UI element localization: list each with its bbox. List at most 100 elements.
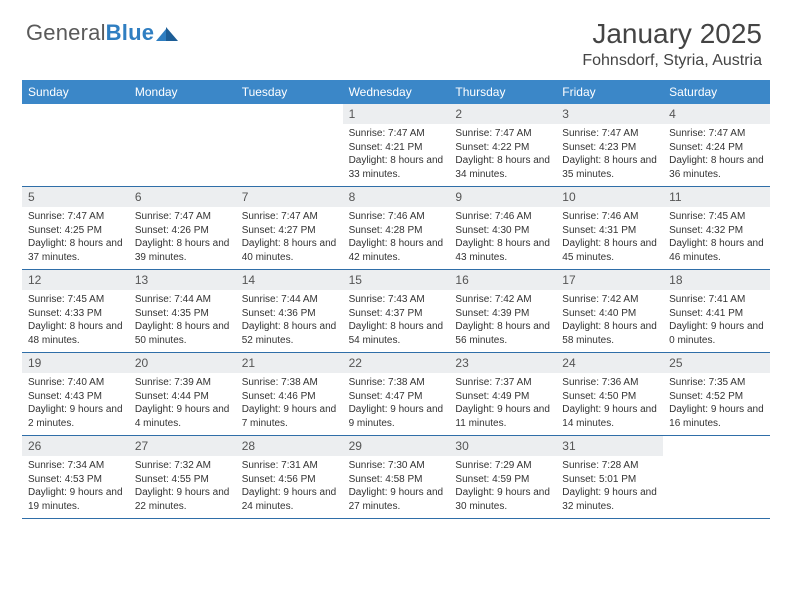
sunrise-text: Sunrise: 7:41 AM: [669, 293, 764, 307]
day-number: 24: [556, 353, 663, 373]
calendar-day: 28Sunrise: 7:31 AMSunset: 4:56 PMDayligh…: [236, 436, 343, 518]
daylight-text: Daylight: 8 hours and 54 minutes.: [349, 320, 444, 347]
sunset-text: Sunset: 4:28 PM: [349, 224, 444, 238]
day-number: 19: [22, 353, 129, 373]
calendar-day: 24Sunrise: 7:36 AMSunset: 4:50 PMDayligh…: [556, 353, 663, 435]
day-number: 2: [449, 104, 556, 124]
day-data: Sunrise: 7:46 AMSunset: 4:30 PMDaylight:…: [449, 207, 556, 268]
daylight-text: Daylight: 9 hours and 24 minutes.: [242, 486, 337, 513]
sunrise-text: Sunrise: 7:42 AM: [562, 293, 657, 307]
location-text: Fohnsdorf, Styria, Austria: [22, 52, 762, 70]
calendar-day: 7Sunrise: 7:47 AMSunset: 4:27 PMDaylight…: [236, 187, 343, 269]
sunset-text: Sunset: 4:26 PM: [135, 224, 230, 238]
daylight-text: Daylight: 8 hours and 43 minutes.: [455, 237, 550, 264]
sunrise-text: Sunrise: 7:45 AM: [28, 293, 123, 307]
sunrise-text: Sunrise: 7:47 AM: [242, 210, 337, 224]
sunrise-text: Sunrise: 7:46 AM: [455, 210, 550, 224]
day-number: 25: [663, 353, 770, 373]
daylight-text: Daylight: 8 hours and 58 minutes.: [562, 320, 657, 347]
weekday-header-row: SundayMondayTuesdayWednesdayThursdayFrid…: [22, 80, 770, 104]
day-data: Sunrise: 7:36 AMSunset: 4:50 PMDaylight:…: [556, 373, 663, 434]
sunset-text: Sunset: 4:37 PM: [349, 307, 444, 321]
daylight-text: Daylight: 9 hours and 9 minutes.: [349, 403, 444, 430]
day-data: Sunrise: 7:45 AMSunset: 4:32 PMDaylight:…: [663, 207, 770, 268]
sunrise-text: Sunrise: 7:45 AM: [669, 210, 764, 224]
sunset-text: Sunset: 4:32 PM: [669, 224, 764, 238]
calendar-day: [22, 104, 129, 186]
day-data: Sunrise: 7:47 AMSunset: 4:24 PMDaylight:…: [663, 124, 770, 185]
sunset-text: Sunset: 5:01 PM: [562, 473, 657, 487]
day-number: 26: [22, 436, 129, 456]
day-number: 31: [556, 436, 663, 456]
sunrise-text: Sunrise: 7:30 AM: [349, 459, 444, 473]
day-data: Sunrise: 7:31 AMSunset: 4:56 PMDaylight:…: [236, 456, 343, 517]
daylight-text: Daylight: 8 hours and 40 minutes.: [242, 237, 337, 264]
day-number: 21: [236, 353, 343, 373]
calendar-day: [236, 104, 343, 186]
day-number: 27: [129, 436, 236, 456]
day-data: Sunrise: 7:41 AMSunset: 4:41 PMDaylight:…: [663, 290, 770, 351]
day-data: Sunrise: 7:47 AMSunset: 4:25 PMDaylight:…: [22, 207, 129, 268]
weekday-header: Thursday: [449, 80, 556, 104]
calendar-day: 2Sunrise: 7:47 AMSunset: 4:22 PMDaylight…: [449, 104, 556, 186]
sunset-text: Sunset: 4:55 PM: [135, 473, 230, 487]
sunset-text: Sunset: 4:23 PM: [562, 141, 657, 155]
weekday-header: Friday: [556, 80, 663, 104]
calendar-day: 14Sunrise: 7:44 AMSunset: 4:36 PMDayligh…: [236, 270, 343, 352]
day-data: Sunrise: 7:42 AMSunset: 4:39 PMDaylight:…: [449, 290, 556, 351]
calendar-day: 20Sunrise: 7:39 AMSunset: 4:44 PMDayligh…: [129, 353, 236, 435]
daylight-text: Daylight: 9 hours and 0 minutes.: [669, 320, 764, 347]
daylight-text: Daylight: 9 hours and 19 minutes.: [28, 486, 123, 513]
daylight-text: Daylight: 9 hours and 2 minutes.: [28, 403, 123, 430]
calendar-day: 12Sunrise: 7:45 AMSunset: 4:33 PMDayligh…: [22, 270, 129, 352]
day-number: 15: [343, 270, 450, 290]
sunrise-text: Sunrise: 7:46 AM: [349, 210, 444, 224]
sunrise-text: Sunrise: 7:29 AM: [455, 459, 550, 473]
sunrise-text: Sunrise: 7:43 AM: [349, 293, 444, 307]
sunset-text: Sunset: 4:58 PM: [349, 473, 444, 487]
sunset-text: Sunset: 4:25 PM: [28, 224, 123, 238]
sunrise-text: Sunrise: 7:47 AM: [135, 210, 230, 224]
daylight-text: Daylight: 9 hours and 11 minutes.: [455, 403, 550, 430]
daylight-text: Daylight: 8 hours and 46 minutes.: [669, 237, 764, 264]
calendar-day: [129, 104, 236, 186]
day-data: Sunrise: 7:47 AMSunset: 4:21 PMDaylight:…: [343, 124, 450, 185]
weekday-header: Tuesday: [236, 80, 343, 104]
sunset-text: Sunset: 4:33 PM: [28, 307, 123, 321]
daylight-text: Daylight: 9 hours and 4 minutes.: [135, 403, 230, 430]
day-number: 11: [663, 187, 770, 207]
day-number: 3: [556, 104, 663, 124]
day-data: Sunrise: 7:46 AMSunset: 4:28 PMDaylight:…: [343, 207, 450, 268]
day-number: 5: [22, 187, 129, 207]
sunset-text: Sunset: 4:44 PM: [135, 390, 230, 404]
calendar-day: 11Sunrise: 7:45 AMSunset: 4:32 PMDayligh…: [663, 187, 770, 269]
logo-word-1: General: [26, 20, 106, 45]
calendar-day: 6Sunrise: 7:47 AMSunset: 4:26 PMDaylight…: [129, 187, 236, 269]
sunset-text: Sunset: 4:36 PM: [242, 307, 337, 321]
daylight-text: Daylight: 8 hours and 48 minutes.: [28, 320, 123, 347]
daylight-text: Daylight: 8 hours and 36 minutes.: [669, 154, 764, 181]
sunset-text: Sunset: 4:30 PM: [455, 224, 550, 238]
daylight-text: Daylight: 8 hours and 52 minutes.: [242, 320, 337, 347]
logo-word-2: Blue: [106, 20, 154, 45]
daylight-text: Daylight: 9 hours and 7 minutes.: [242, 403, 337, 430]
calendar-day: 9Sunrise: 7:46 AMSunset: 4:30 PMDaylight…: [449, 187, 556, 269]
sunrise-text: Sunrise: 7:34 AM: [28, 459, 123, 473]
logo-triangles-icon: [156, 25, 180, 41]
day-data: Sunrise: 7:47 AMSunset: 4:22 PMDaylight:…: [449, 124, 556, 185]
day-data: Sunrise: 7:46 AMSunset: 4:31 PMDaylight:…: [556, 207, 663, 268]
daylight-text: Daylight: 8 hours and 45 minutes.: [562, 237, 657, 264]
daylight-text: Daylight: 8 hours and 56 minutes.: [455, 320, 550, 347]
calendar-body: 1Sunrise: 7:47 AMSunset: 4:21 PMDaylight…: [22, 104, 770, 519]
sunset-text: Sunset: 4:40 PM: [562, 307, 657, 321]
daylight-text: Daylight: 9 hours and 22 minutes.: [135, 486, 230, 513]
sunset-text: Sunset: 4:27 PM: [242, 224, 337, 238]
calendar-day: 17Sunrise: 7:42 AMSunset: 4:40 PMDayligh…: [556, 270, 663, 352]
sunrise-text: Sunrise: 7:40 AM: [28, 376, 123, 390]
calendar-week: 26Sunrise: 7:34 AMSunset: 4:53 PMDayligh…: [22, 436, 770, 519]
daylight-text: Daylight: 9 hours and 32 minutes.: [562, 486, 657, 513]
sunset-text: Sunset: 4:46 PM: [242, 390, 337, 404]
day-data: Sunrise: 7:32 AMSunset: 4:55 PMDaylight:…: [129, 456, 236, 517]
sunset-text: Sunset: 4:47 PM: [349, 390, 444, 404]
sunset-text: Sunset: 4:53 PM: [28, 473, 123, 487]
